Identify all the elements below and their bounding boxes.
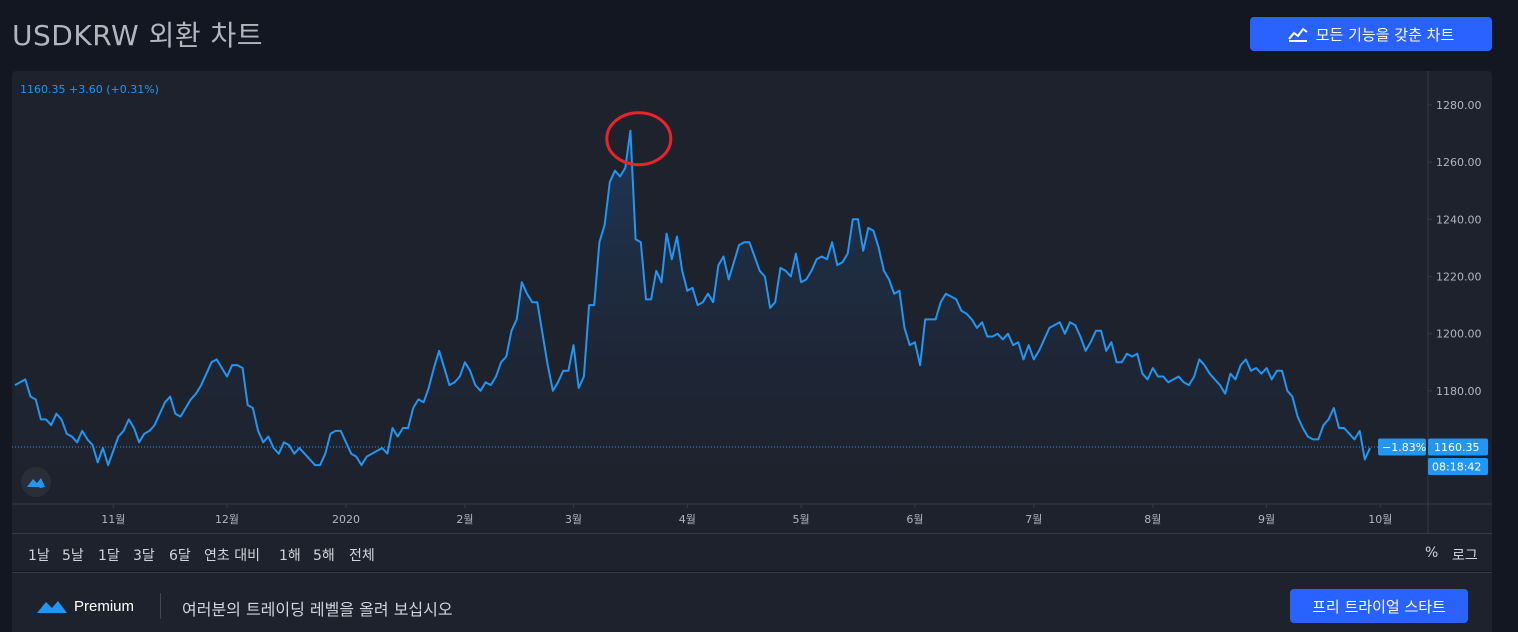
range-button-5d[interactable]: 5날: [62, 548, 84, 564]
x-tick-label: 3월: [565, 513, 582, 526]
x-tick-label: 6월: [906, 513, 923, 526]
x-tick-label: 9월: [1258, 513, 1275, 526]
x-tick-label: 4월: [679, 513, 696, 526]
last-price-tag-text: 1160.35: [1434, 441, 1480, 454]
range-button-3m[interactable]: 3달: [133, 548, 155, 564]
chart-line-icon: [1287, 27, 1308, 42]
divider: [160, 593, 161, 619]
free-trial-button[interactable]: 프리 트라이얼 스타트: [1290, 589, 1468, 623]
x-tick-label: 8월: [1144, 513, 1161, 526]
price-area-fill: [15, 130, 1370, 504]
countdown-tag: [1428, 457, 1488, 475]
y-tick-label: 1220.00: [1436, 271, 1482, 284]
pct-change-tag-text: −1.83%: [1382, 441, 1426, 454]
range-button-5y[interactable]: 5해: [313, 548, 335, 564]
x-tick-label: 2월: [456, 513, 473, 526]
pct-change-tag: [1378, 438, 1426, 456]
tradingview-logo-button[interactable]: [21, 467, 51, 497]
premium-message: 여러분의 트레이딩 레벨을 올려 보십시오: [182, 600, 453, 619]
x-tick-label: 5월: [793, 513, 810, 526]
y-tick-label: 1240.00: [1436, 213, 1482, 226]
range-button-all[interactable]: 전체: [349, 548, 375, 564]
price-legend: 1160.35 +3.60 (+0.31%): [20, 83, 159, 96]
range-button-6m[interactable]: 6달: [169, 548, 191, 564]
x-tick-label: 12월: [215, 513, 239, 526]
premium-logo: Premium: [36, 597, 134, 615]
range-button-1y[interactable]: 1해: [279, 548, 301, 564]
header: USDKRW 외환 차트 모든 기능을 갖춘 차트: [0, 0, 1518, 70]
premium-bar: Premium 여러분의 트레이딩 레벨을 올려 보십시오 프리 트라이얼 스타…: [12, 572, 1492, 632]
legend-change: +3.60: [69, 83, 103, 96]
y-tick-label: 1180.00: [1436, 385, 1482, 398]
full-chart-button-label: 모든 기능을 갖춘 차트: [1315, 25, 1455, 44]
premium-brand: Premium: [74, 597, 135, 615]
x-tick-label: 10월: [1368, 513, 1392, 526]
legend-price: 1160.35: [20, 83, 66, 96]
chart-panel[interactable]: 1180.00 1200.00 1220.00 1240.00 1260.00 1280.…: [12, 71, 1492, 571]
y-tick-label: 1280.00: [1436, 99, 1482, 112]
y-tick-label: 1260.00: [1436, 156, 1482, 169]
range-button-1m[interactable]: 1달: [98, 548, 120, 564]
legend-change-pct: (+0.31%): [106, 83, 159, 96]
x-tick-label: 11월: [101, 513, 125, 526]
range-button-1d[interactable]: 1날: [28, 548, 50, 564]
percent-scale-button[interactable]: %: [1425, 545, 1439, 561]
y-tick-label: 1200.00: [1436, 328, 1482, 341]
last-price-tag: [1428, 438, 1488, 456]
range-button-ytd[interactable]: 연초 대비: [204, 548, 260, 564]
cloud-logo-icon: [27, 478, 45, 488]
price-chart[interactable]: 1180.00 1200.00 1220.00 1240.00 1260.00 1280.…: [12, 71, 1492, 533]
log-scale-button[interactable]: 로그: [1452, 548, 1478, 564]
x-tick-label: 2020: [332, 513, 360, 526]
x-tick-label: 7월: [1025, 513, 1042, 526]
price-line: [14, 129, 1371, 467]
full-chart-button[interactable]: 모든 기능을 갖춘 차트: [1250, 17, 1492, 51]
countdown-tag-text: 08:18:42: [1432, 460, 1481, 473]
highlight-circle: [605, 111, 673, 167]
cloud-logo-icon: [37, 601, 67, 613]
page-title: USDKRW 외환 차트: [12, 19, 264, 52]
range-bar: 1날 5날 1달 3달 6달 연초 대비 1해 5해 전체 % 로그: [12, 533, 1492, 571]
